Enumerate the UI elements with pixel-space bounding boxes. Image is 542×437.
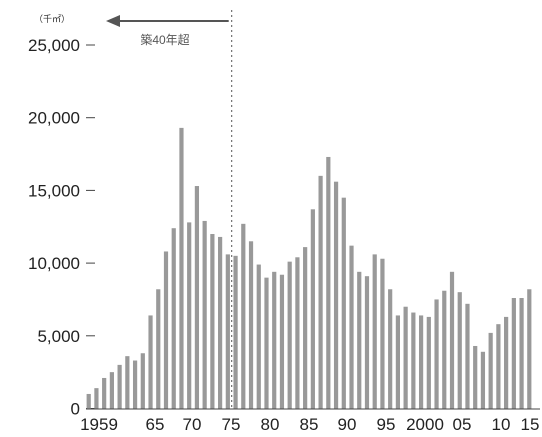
bar-1994 bbox=[357, 271, 362, 409]
bar-1984 bbox=[279, 274, 285, 409]
bar-2000 bbox=[403, 306, 408, 409]
y-axis: 0 5,000 10,000 15,000 20,000 25,000 bbox=[28, 36, 95, 419]
bar-1967 bbox=[148, 315, 153, 409]
bar-2014 bbox=[511, 298, 516, 409]
bar-1959 bbox=[86, 393, 91, 409]
y-tick-label-2: 10,000 bbox=[28, 254, 80, 273]
bar-1989 bbox=[318, 175, 323, 409]
annotation-label: 築40年超 bbox=[140, 32, 189, 47]
bar-2004 bbox=[434, 299, 439, 409]
bar-2001 bbox=[411, 312, 416, 409]
x-tick-label-1959: 1959 bbox=[80, 415, 118, 434]
arrow-left-icon bbox=[106, 15, 120, 27]
bar-2011 bbox=[488, 332, 493, 409]
bar-1987 bbox=[303, 247, 308, 409]
bar-1961 bbox=[102, 377, 107, 409]
bar-1990 bbox=[326, 156, 331, 409]
bar-1969 bbox=[163, 251, 169, 409]
bar-1979 bbox=[241, 223, 246, 409]
x-tick-label-1975: 75 bbox=[222, 415, 241, 434]
x-tick-label-2015: 15 bbox=[521, 415, 540, 434]
unit-label: （千㎡） bbox=[34, 14, 70, 24]
bars bbox=[86, 127, 532, 409]
x-tick-label-1990: 90 bbox=[338, 415, 357, 434]
bar-1965 bbox=[132, 360, 138, 409]
bar-2010 bbox=[480, 351, 486, 409]
bar-2005 bbox=[442, 290, 447, 409]
bar-1975 bbox=[210, 234, 215, 409]
x-axis: 1959 65 70 75 80 85 90 95 2000 05 10 15 bbox=[80, 408, 540, 434]
bar-1981 bbox=[256, 264, 261, 409]
bar-1996 bbox=[372, 254, 377, 409]
bar-1960 bbox=[94, 388, 99, 409]
x-tick-label-1995: 95 bbox=[377, 415, 396, 434]
y-tick-label-5: 25,000 bbox=[28, 36, 80, 55]
bar-1988 bbox=[310, 209, 315, 409]
bar-1992 bbox=[341, 197, 346, 409]
bar-1977 bbox=[225, 254, 230, 409]
y-tick-label-3: 15,000 bbox=[28, 181, 80, 200]
bar-1991 bbox=[333, 181, 339, 409]
bar-1970 bbox=[171, 228, 176, 409]
bar-1978 bbox=[233, 255, 238, 409]
bar-2009 bbox=[473, 345, 478, 409]
bar-1982 bbox=[264, 277, 269, 409]
bar-1971 bbox=[179, 127, 184, 409]
bar-1986 bbox=[295, 257, 300, 409]
x-tick-label-1965: 65 bbox=[146, 415, 165, 434]
bar-1993 bbox=[349, 245, 354, 409]
bar-2007 bbox=[457, 292, 462, 409]
bar-1964 bbox=[125, 356, 130, 409]
bar-1997 bbox=[380, 258, 385, 409]
x-tick-label-2005: 05 bbox=[453, 415, 472, 434]
y-tick-label-4: 20,000 bbox=[28, 109, 80, 128]
bar-2008 bbox=[465, 303, 470, 409]
bar-1968 bbox=[156, 289, 161, 409]
bar-1999 bbox=[395, 315, 400, 409]
bar-1974 bbox=[202, 220, 207, 409]
bar-2012 bbox=[496, 324, 501, 409]
y-tick-label-0: 0 bbox=[71, 400, 80, 419]
bar-2013 bbox=[504, 316, 509, 409]
bar-2006 bbox=[449, 271, 455, 409]
bar-1995 bbox=[364, 276, 370, 409]
bar-1983 bbox=[272, 271, 277, 409]
bar-1985 bbox=[287, 261, 292, 409]
bar-1973 bbox=[194, 186, 200, 409]
x-tick-label-2010: 10 bbox=[492, 415, 511, 434]
bar-2016 bbox=[527, 289, 532, 409]
bar-2003 bbox=[426, 316, 431, 409]
y-tick-label-1: 5,000 bbox=[37, 327, 80, 346]
x-tick-label-2000: 2000 bbox=[406, 415, 444, 434]
x-tick-label-1980: 80 bbox=[261, 415, 280, 434]
age-annotation: 築40年超 bbox=[106, 10, 233, 409]
bar-2015 bbox=[519, 298, 524, 409]
bar-2002 bbox=[418, 315, 424, 409]
bar-1972 bbox=[187, 222, 192, 409]
bar-1966 bbox=[140, 353, 145, 409]
bar-1980 bbox=[248, 241, 254, 409]
bar-1976 bbox=[218, 236, 223, 409]
bar-1963 bbox=[117, 364, 122, 409]
bar-1998 bbox=[388, 289, 393, 409]
bar-1962 bbox=[109, 372, 114, 409]
x-tick-label-1970: 70 bbox=[183, 415, 202, 434]
x-tick-label-1985: 85 bbox=[300, 415, 319, 434]
